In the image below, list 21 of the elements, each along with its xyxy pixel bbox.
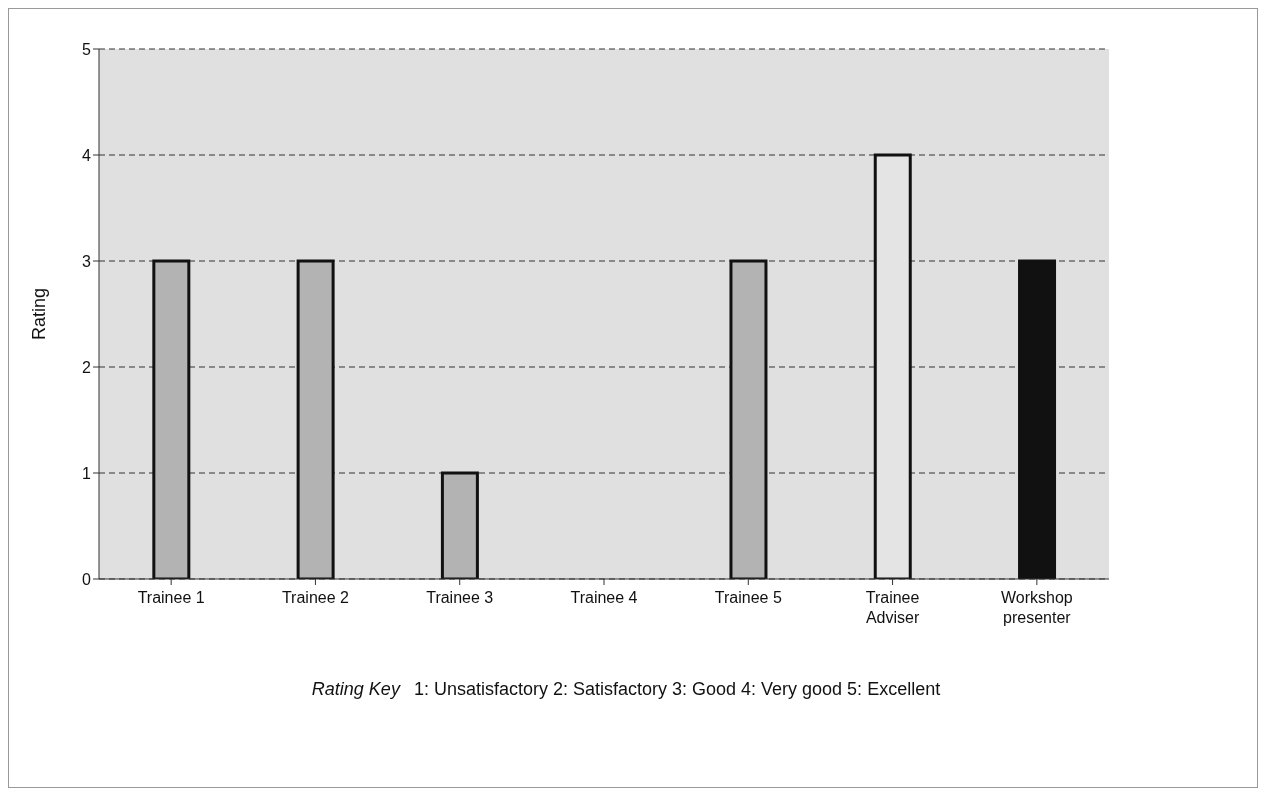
bar xyxy=(729,259,768,579)
x-tick-label: Trainee 1 xyxy=(137,589,205,606)
y-tick-label: 2 xyxy=(82,358,92,376)
y-tick-label: 4 xyxy=(82,146,92,164)
y-tick-label: 1 xyxy=(82,464,92,482)
bar xyxy=(1018,259,1057,579)
x-tick-label: Workshop presenter xyxy=(1000,589,1073,626)
x-tick-label: Trainee 2 xyxy=(281,589,350,606)
bar xyxy=(296,259,335,579)
text: 1: Unsatisfactory 2: Satisfactory 3: Good 4: Very good 5: Excellent xyxy=(413,679,941,699)
y-tick-label: 5 xyxy=(82,40,92,58)
x-tick-label: Trainee 4 xyxy=(570,589,638,606)
text: Rating Key xyxy=(311,679,400,699)
bar xyxy=(152,259,191,579)
y-tick-label: 0 xyxy=(82,570,92,588)
x-tick-label: Trainee 5 xyxy=(714,589,782,606)
x-tick-label: Trainee Adviser xyxy=(865,589,920,626)
y-tick-label: 3 xyxy=(82,252,92,270)
x-tick-label: Trainee 3 xyxy=(426,589,494,606)
bar xyxy=(440,471,479,579)
y-axis-title: Rating xyxy=(29,287,50,341)
